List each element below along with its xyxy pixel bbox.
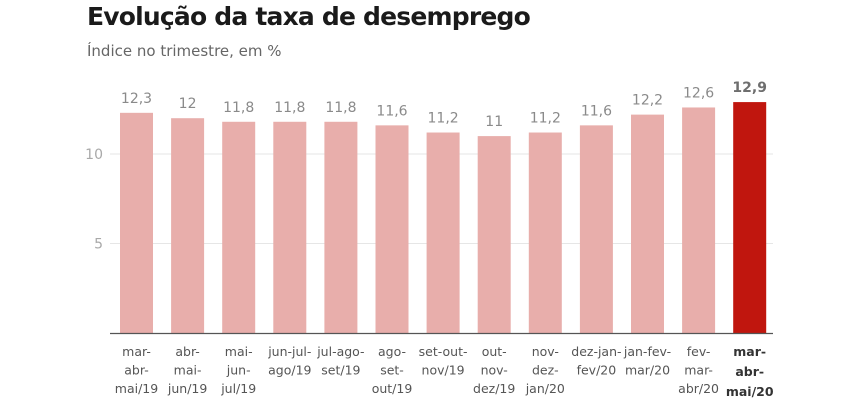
x-tick-label-line: out/19 <box>372 381 413 396</box>
x-axis-labels: mar-abr-mai/19abr-mai-jun/19mai-jun-jul/… <box>115 344 774 399</box>
y-tick-label: 5 <box>94 237 103 253</box>
value-label: 11,2 <box>530 111 561 127</box>
x-tick-label-line: nov/19 <box>422 363 465 378</box>
x-tick-label: abr-mai-jun/19 <box>167 344 207 396</box>
bar <box>682 107 716 334</box>
x-tick-label-line: mai/20 <box>726 384 774 399</box>
x-tick-label: mar-abr-mai/19 <box>115 344 158 396</box>
x-tick-label: dez-jan-fev/20 <box>571 344 621 378</box>
value-label: 12,9 <box>732 80 767 96</box>
x-tick-label-line: dez-jan- <box>571 344 621 359</box>
x-tick-label: nov-dez-jan/20 <box>525 344 565 396</box>
bar <box>171 118 205 333</box>
x-tick-label: jun-jul-ago/19 <box>267 344 311 378</box>
value-label: 11 <box>485 114 503 130</box>
bar <box>528 132 562 333</box>
value-label: 12 <box>179 96 197 112</box>
x-tick-label-line: set/19 <box>321 363 360 378</box>
x-tick-label-line: fev- <box>687 344 711 359</box>
value-label: 11,8 <box>325 100 356 116</box>
x-tick-label-line: mar- <box>684 363 713 378</box>
x-tick-label-line: ago- <box>378 344 406 359</box>
x-tick-label-line: dez/19 <box>473 381 515 396</box>
y-axis-ticks: 5 10 <box>85 147 103 253</box>
x-tick-label-line: abr- <box>124 363 148 378</box>
x-tick-label-line: dez- <box>532 363 559 378</box>
chart-title: Evolução da taxa de desemprego <box>87 2 531 31</box>
value-label: 11,2 <box>428 111 459 127</box>
bar <box>120 112 153 333</box>
x-tick-label-line: jun-jul- <box>267 344 311 359</box>
bars <box>120 102 767 334</box>
x-tick-label-line: abr/20 <box>678 381 719 396</box>
x-tick-label-line: set-out- <box>419 344 468 359</box>
bar <box>631 114 664 334</box>
x-tick-label: jul-ago-set/19 <box>316 344 364 378</box>
bar <box>733 102 767 333</box>
x-tick-label: jan-fev-mar/20 <box>623 344 671 378</box>
chart-subtitle: Índice no trimestre, em % <box>87 42 282 60</box>
x-tick-label: out-nov-dez/19 <box>473 344 515 396</box>
x-tick-label: ago-set-out/19 <box>372 344 413 396</box>
x-tick-label-line: nov- <box>532 344 559 359</box>
x-tick-label-line: jul/19 <box>220 381 256 396</box>
value-label: 12,3 <box>121 91 152 107</box>
x-tick-label-line: mar- <box>122 344 151 359</box>
x-tick-label-line: ago/19 <box>268 363 311 378</box>
x-tick-label-line: mar- <box>733 344 766 359</box>
x-tick-label-line: mai/19 <box>115 381 158 396</box>
x-tick-label-line: mai- <box>225 344 253 359</box>
x-tick-label-line: set- <box>380 363 404 378</box>
bar <box>375 125 409 333</box>
bar <box>222 121 256 333</box>
x-tick-label-line: jul-ago- <box>316 344 364 359</box>
x-tick-label-line: fev/20 <box>577 363 617 378</box>
x-tick-label-line: mar/20 <box>625 363 670 378</box>
bar <box>477 136 511 333</box>
x-tick-label-line: out- <box>482 344 507 359</box>
value-label: 12,6 <box>683 85 714 101</box>
x-tick-label-line: jun/19 <box>167 381 207 396</box>
x-tick-label: mar-abr-mai/20 <box>726 344 774 399</box>
value-label: 11,8 <box>223 100 254 116</box>
value-label: 11,6 <box>581 103 612 119</box>
x-tick-label-line: jan/20 <box>525 381 565 396</box>
x-tick-label-line: nov- <box>481 363 508 378</box>
bar <box>324 121 358 333</box>
bar <box>426 132 460 333</box>
x-tick-label: mai-jun-jul/19 <box>220 344 256 396</box>
value-labels: 12,3 12 11,8 11,8 11,8 11,6 11,2 11 11,2 11,6 12,2… <box>121 80 767 130</box>
y-tick-label: 10 <box>85 147 103 163</box>
x-tick-label-line: abr- <box>735 364 764 379</box>
bar <box>273 121 307 333</box>
x-tick-label-line: jan-fev- <box>623 344 671 359</box>
x-tick-label: fev-mar-abr/20 <box>678 344 719 396</box>
x-tick-label: set-out-nov/19 <box>419 344 468 378</box>
value-label: 12,2 <box>632 93 663 109</box>
bar <box>579 125 613 333</box>
value-label: 11,8 <box>274 100 305 116</box>
value-label: 11,6 <box>376 103 407 119</box>
x-tick-label-line: mai- <box>174 363 202 378</box>
x-tick-label-line: abr- <box>175 344 199 359</box>
x-tick-label-line: jun- <box>226 363 251 378</box>
